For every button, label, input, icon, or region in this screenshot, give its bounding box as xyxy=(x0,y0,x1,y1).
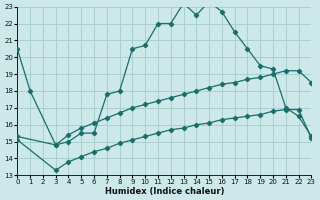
X-axis label: Humidex (Indice chaleur): Humidex (Indice chaleur) xyxy=(105,187,224,196)
